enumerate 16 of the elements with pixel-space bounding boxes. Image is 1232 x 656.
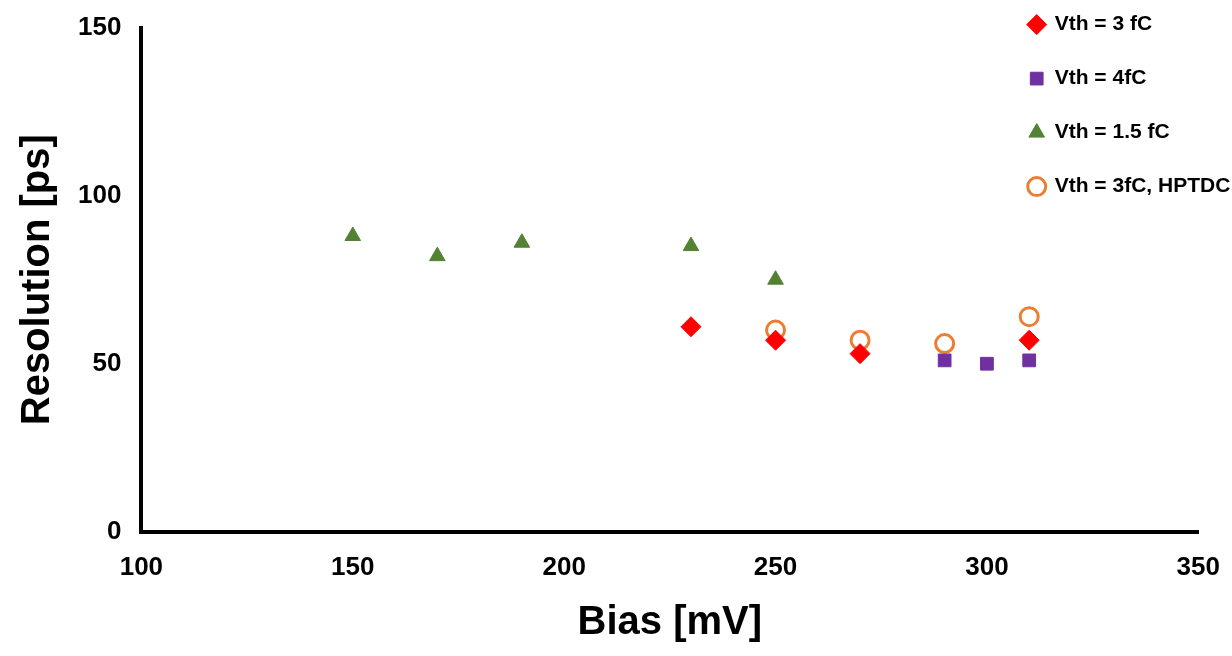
x-tick-label: 100	[119, 550, 164, 581]
legend-label: Vth = 3 fC	[1054, 11, 1153, 35]
y-axis-title: Resolution [ps]	[13, 134, 58, 426]
legend-label: Vth = 4fC	[1054, 65, 1147, 89]
x-axis-title: Bias [mV]	[577, 598, 763, 643]
x-tick-label: 250	[753, 550, 798, 581]
x-tick-label: 300	[965, 550, 1009, 581]
legend-label: Vth = 3fC, HPTDC	[1054, 173, 1231, 197]
legend-label: Vth = 1.5 fC	[1054, 119, 1170, 143]
y-tick-label: 0	[106, 514, 122, 545]
x-tick-label: 150	[331, 550, 375, 581]
y-tick-label: 100	[77, 178, 122, 209]
x-tick-label: 350	[1176, 550, 1221, 581]
y-tick-label: 50	[92, 346, 122, 377]
y-tick-label: 150	[77, 10, 122, 41]
x-tick-label: 200	[542, 550, 586, 581]
